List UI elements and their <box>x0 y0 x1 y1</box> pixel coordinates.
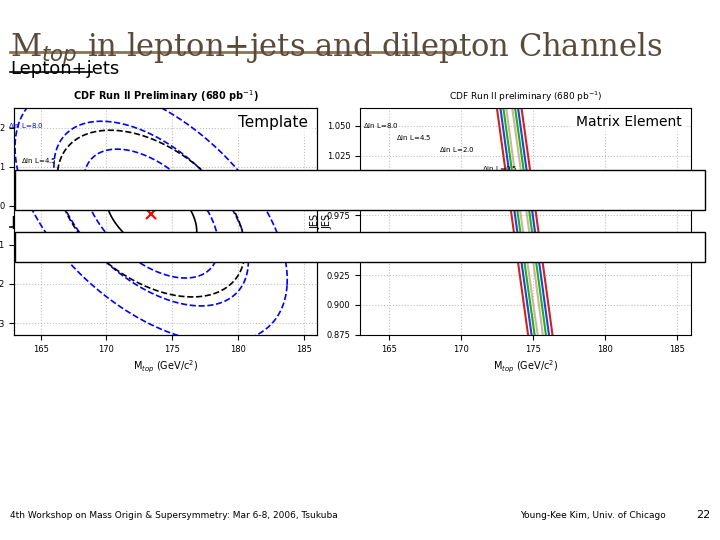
Text: M$_{top}$ in lepton+jets and dilepton Channels: M$_{top}$ in lepton+jets and dilepton Ch… <box>10 30 662 67</box>
X-axis label: M$_{top}$ (GeV/c$^2$): M$_{top}$ (GeV/c$^2$) <box>493 359 558 375</box>
Y-axis label: JES: JES <box>323 214 333 229</box>
Text: Template: Template <box>238 115 307 130</box>
X-axis label: M$_{top}$ (GeV/c$^2$): M$_{top}$ (GeV/c$^2$) <box>133 359 198 375</box>
Title: CDF Run II Preliminary (680 pb$^{-1}$): CDF Run II Preliminary (680 pb$^{-1}$) <box>73 88 258 104</box>
Text: M$_{top}$ (matrix element) = 174.1 ± 2.5 (stat. + jet E) ± 1.4 (syst.) GeV: M$_{top}$ (matrix element) = 174.1 ± 2.5… <box>132 193 588 211</box>
Text: $\Delta$ln L=2.0: $\Delta$ln L=2.0 <box>60 177 96 186</box>
Text: $\Delta$ln L=8.0: $\Delta$ln L=8.0 <box>363 122 399 130</box>
Y-axis label: JES: JES <box>311 214 321 229</box>
Text: $\Delta$ln L=4.5: $\Delta$ln L=4.5 <box>396 133 431 142</box>
Text: Dilepton: Dilepton <box>10 215 86 233</box>
Text: M$_{top}$ (matrix element) = 164.5 ± 4.5 (stat.) ± 3.1 (jet E. + syst.) GeV: M$_{top}$ (matrix element) = 164.5 ± 4.5… <box>130 242 590 260</box>
Text: $\Delta$ln L=4.5: $\Delta$ln L=4.5 <box>21 156 57 165</box>
Text: $\Delta$ln L=2.0: $\Delta$ln L=2.0 <box>439 145 475 154</box>
Text: $\Delta$ln L=0.5: $\Delta$ln L=0.5 <box>94 197 129 206</box>
Text: Young-Kee Kim, Univ. of Chicago: Young-Kee Kim, Univ. of Chicago <box>520 511 666 520</box>
Title: CDF Run II preliminary (680 pb$^{-1}$): CDF Run II preliminary (680 pb$^{-1}$) <box>449 89 603 104</box>
Text: $\Delta$ln L=8.0: $\Delta$ln L=8.0 <box>8 120 44 130</box>
Text: M$_{top}$ (template) = 173.4 ± 2.5 (stat. + jet E) ± 1.3 (syst.) GeV: M$_{top}$ (template) = 173.4 ± 2.5 (stat… <box>153 178 567 196</box>
Text: 4th Workshop on Mass Origin & Supersymmetry: Mar 6-8, 2006, Tsukuba: 4th Workshop on Mass Origin & Supersymme… <box>10 511 338 520</box>
Text: 22: 22 <box>696 510 710 520</box>
Text: $\Delta$ln L=0.5: $\Delta$ln L=0.5 <box>482 164 518 173</box>
Text: Matrix Element: Matrix Element <box>575 115 681 129</box>
Text: Lepton+jets: Lepton+jets <box>10 60 120 78</box>
